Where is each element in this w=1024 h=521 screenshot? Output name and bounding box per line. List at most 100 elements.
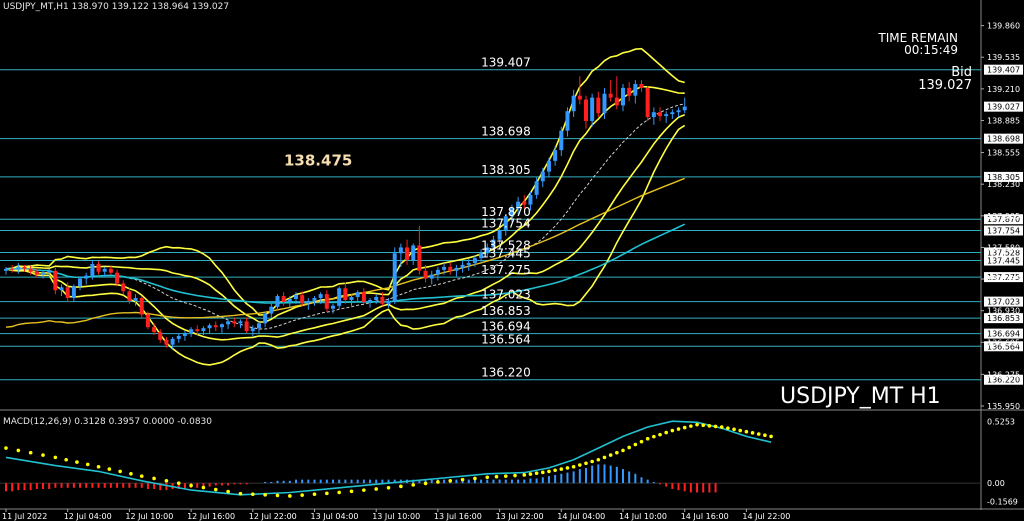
candle-body [509, 208, 514, 217]
level-label: 136.564 [481, 332, 531, 346]
macd-signal-dot [670, 428, 675, 433]
candlesticks [4, 76, 687, 349]
candle-body [491, 239, 496, 248]
candle-body [590, 97, 595, 121]
level-tag [984, 255, 1023, 266]
price-tick-label: 139.210 [987, 85, 1020, 94]
bid-value: 139.027 [918, 78, 972, 93]
time-tick-label: 13 Jul 22:00 [496, 512, 544, 521]
level-label: 136.220 [481, 366, 531, 380]
macd-signal-dot [41, 453, 45, 457]
candle-body [232, 321, 237, 324]
candle-body [287, 298, 292, 302]
macd-signal-dot [578, 463, 582, 467]
macd-signal-dot [386, 486, 391, 490]
macd-signal-dot [633, 442, 638, 447]
candle-body [528, 194, 533, 205]
macd-signal-dot [213, 487, 218, 492]
level-label: 137.445 [481, 247, 531, 261]
level-label: 136.853 [481, 304, 531, 318]
macd-signal-dot [251, 492, 255, 497]
candle-body [164, 339, 169, 345]
bollinger-band-lower-1 [5, 113, 686, 341]
macd-signal-dot [16, 448, 21, 453]
level-label: 139.407 [481, 56, 531, 70]
level-label: 137.275 [481, 263, 531, 277]
candle-body [355, 292, 360, 298]
time-tick-label: 12 Jul 10:00 [125, 512, 173, 521]
candle-body [522, 201, 527, 205]
macd-signal-dot [503, 474, 508, 478]
macd-signal-dot [337, 490, 341, 495]
candle-body [115, 272, 120, 284]
candle-body [189, 329, 194, 334]
macd-signal-dot [522, 473, 527, 477]
candle-body [485, 247, 490, 254]
price-tick-label: 138.230 [987, 180, 1020, 189]
macd-signal-dot [658, 432, 662, 437]
candle-body [392, 253, 397, 301]
macd-signal-dot [399, 484, 403, 489]
level-label: 137.870 [481, 205, 531, 219]
macd-signal-dot [96, 464, 101, 469]
candle-body [121, 283, 126, 292]
macd-signal-dot [565, 466, 570, 470]
candle-body [460, 264, 465, 268]
bollinger-band-lower-2 [5, 124, 686, 366]
price-axis: 139.407 138.698 138.305 137.870 137.754 137.5… [981, 22, 1023, 411]
level-tag [984, 214, 1023, 225]
macd-signal-dot [226, 489, 230, 494]
macd-tick-label: 0.00 [987, 479, 1005, 488]
macd-signal-dot [473, 476, 477, 481]
candle-body [170, 338, 175, 345]
macd-signal-dot [676, 427, 681, 431]
candle-body [133, 298, 138, 301]
time-tick-label: 13 Jul 10:00 [372, 512, 420, 521]
level-tag [984, 133, 1023, 144]
candle-body [238, 321, 243, 324]
time-tick-label: 12 Jul 16:00 [187, 512, 235, 521]
candle-body [337, 288, 342, 306]
candle-body [16, 266, 21, 270]
macd-panel: 0.5253 0.00 -0.1569 [0, 418, 1018, 506]
candle-body [318, 294, 323, 299]
level-tag [984, 64, 1023, 75]
price-tick-label: 138.555 [987, 149, 1020, 158]
candle-body [466, 262, 471, 265]
candle-body [96, 263, 101, 272]
candle-body [201, 328, 206, 332]
candle-body [28, 268, 33, 272]
macd-signal-dot [118, 469, 122, 474]
macd-signal-dot [608, 453, 613, 457]
time-tick-label: 13 Jul 04:00 [311, 512, 359, 521]
current-price-label: 139.027 [987, 103, 1020, 112]
candle-body [405, 247, 410, 261]
macd-signal-dot [485, 475, 490, 480]
candle-body [411, 245, 416, 261]
macd-signal-dot [528, 472, 533, 476]
ohlc-values: 138.970 139.122 138.964 139.027 [71, 2, 230, 12]
candle-body [429, 274, 434, 279]
candle-body [65, 287, 70, 299]
candle-body [250, 328, 255, 332]
macd-signal-dot [300, 493, 304, 497]
candle-body [614, 97, 619, 106]
macd-signal-dot [325, 491, 329, 496]
candle-body [300, 295, 305, 303]
candle-body [442, 266, 447, 270]
macd-signal-dot [695, 422, 699, 427]
macd-signal-dot [349, 489, 354, 494]
candle-body [639, 83, 644, 88]
macd-signal-dot [362, 488, 366, 492]
candle-body [645, 87, 650, 118]
level-tag-text: 136.853 [987, 314, 1020, 323]
macd-main-line [5, 420, 772, 496]
macd-signal-dot [201, 485, 206, 490]
candle-body [658, 112, 663, 117]
candle-body [627, 87, 632, 96]
candle-body [374, 297, 379, 300]
candle-body [71, 286, 76, 299]
macd-signal-dot [602, 455, 607, 460]
macd-signal-dot [553, 468, 557, 473]
